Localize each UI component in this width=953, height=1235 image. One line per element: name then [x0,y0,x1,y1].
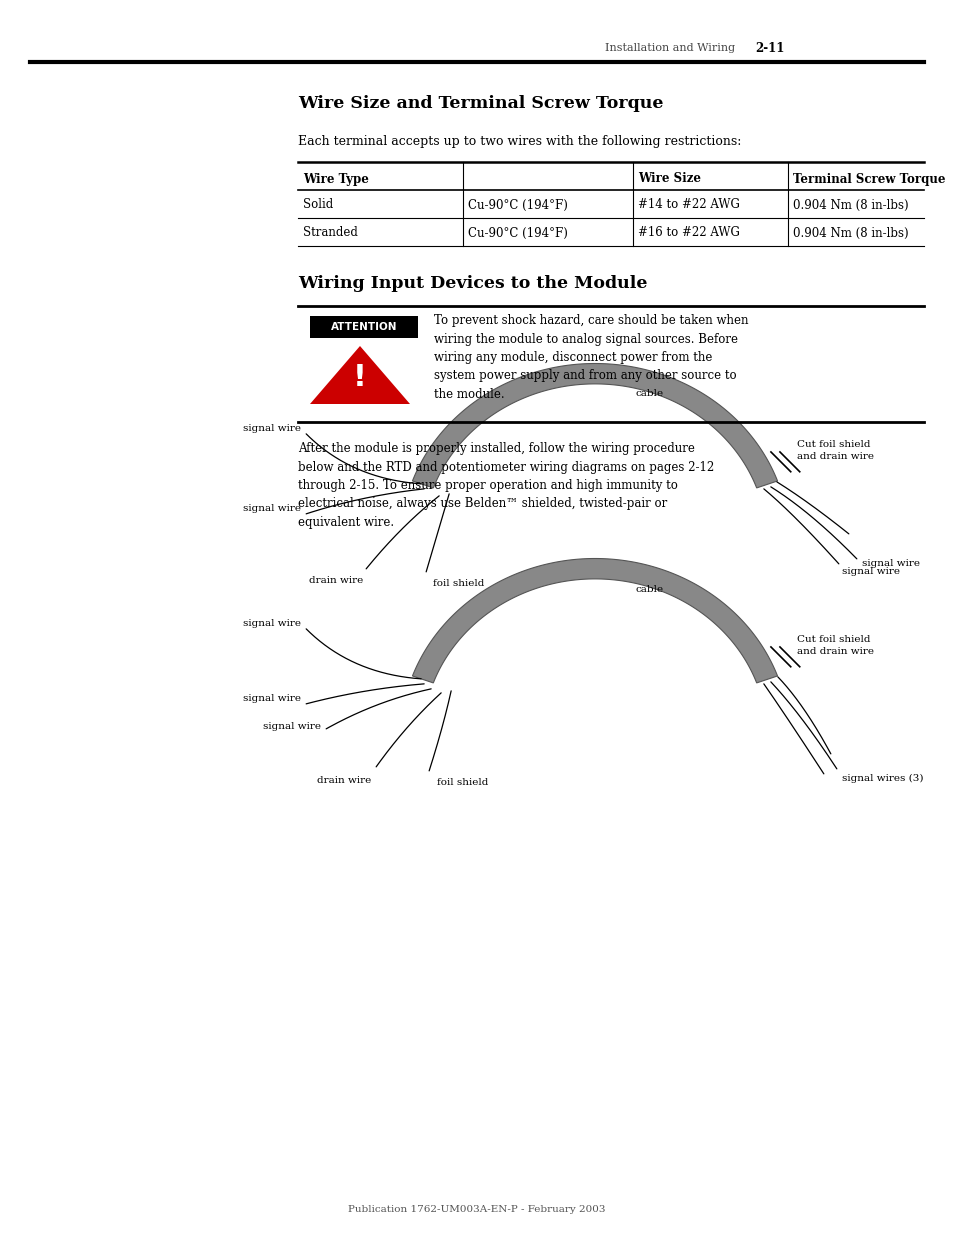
Text: cable: cable [636,389,663,399]
Text: drain wire: drain wire [316,777,371,785]
Text: Wire Type: Wire Type [303,173,369,185]
Text: signal wire: signal wire [841,567,899,577]
Text: cable: cable [636,584,663,594]
Text: #14 to #22 AWG: #14 to #22 AWG [638,199,740,211]
Text: Cut foil shield
and drain wire: Cut foil shield and drain wire [796,440,873,461]
Text: After the module is properly installed, follow the wiring procedure
below and th: After the module is properly installed, … [297,442,714,529]
Text: To prevent shock hazard, care should be taken when
wiring the module to analog s: To prevent shock hazard, care should be … [434,314,748,401]
Text: ATTENTION: ATTENTION [331,322,396,332]
Polygon shape [310,346,410,404]
Text: Cut foil shield
and drain wire: Cut foil shield and drain wire [796,635,873,656]
Text: signal wire: signal wire [243,694,301,704]
Text: 2-11: 2-11 [754,42,783,54]
Polygon shape [412,363,777,488]
Text: !: ! [353,363,367,393]
Text: signal wire: signal wire [243,504,301,514]
Text: signal wire: signal wire [243,620,301,629]
Text: signal wire: signal wire [263,722,321,731]
Text: #16 to #22 AWG: #16 to #22 AWG [638,226,740,240]
Text: drain wire: drain wire [309,577,363,585]
Text: Each terminal accepts up to two wires with the following restrictions:: Each terminal accepts up to two wires wi… [297,136,740,148]
Text: 0.904 Nm (8 in-lbs): 0.904 Nm (8 in-lbs) [792,226,907,240]
Text: Installation and Wiring: Installation and Wiring [604,43,734,53]
Text: Cu-90°C (194°F): Cu-90°C (194°F) [468,199,567,211]
Text: foil shield: foil shield [436,778,488,788]
Text: signal wire: signal wire [861,559,919,568]
Text: Wire Size and Terminal Screw Torque: Wire Size and Terminal Screw Torque [297,95,662,111]
Text: Stranded: Stranded [303,226,357,240]
Text: 0.904 Nm (8 in-lbs): 0.904 Nm (8 in-lbs) [792,199,907,211]
Text: foil shield: foil shield [433,579,484,588]
Text: Solid: Solid [303,199,333,211]
Text: Terminal Screw Torque: Terminal Screw Torque [792,173,944,185]
Text: signal wires (3): signal wires (3) [841,774,923,783]
Text: Publication 1762-UM003A-EN-P - February 2003: Publication 1762-UM003A-EN-P - February … [348,1205,605,1214]
Polygon shape [412,558,777,683]
Text: Cu-90°C (194°F): Cu-90°C (194°F) [468,226,567,240]
Text: signal wire: signal wire [243,425,301,433]
FancyBboxPatch shape [310,316,417,338]
Text: Wire Size: Wire Size [638,173,700,185]
Text: Wiring Input Devices to the Module: Wiring Input Devices to the Module [297,275,647,293]
